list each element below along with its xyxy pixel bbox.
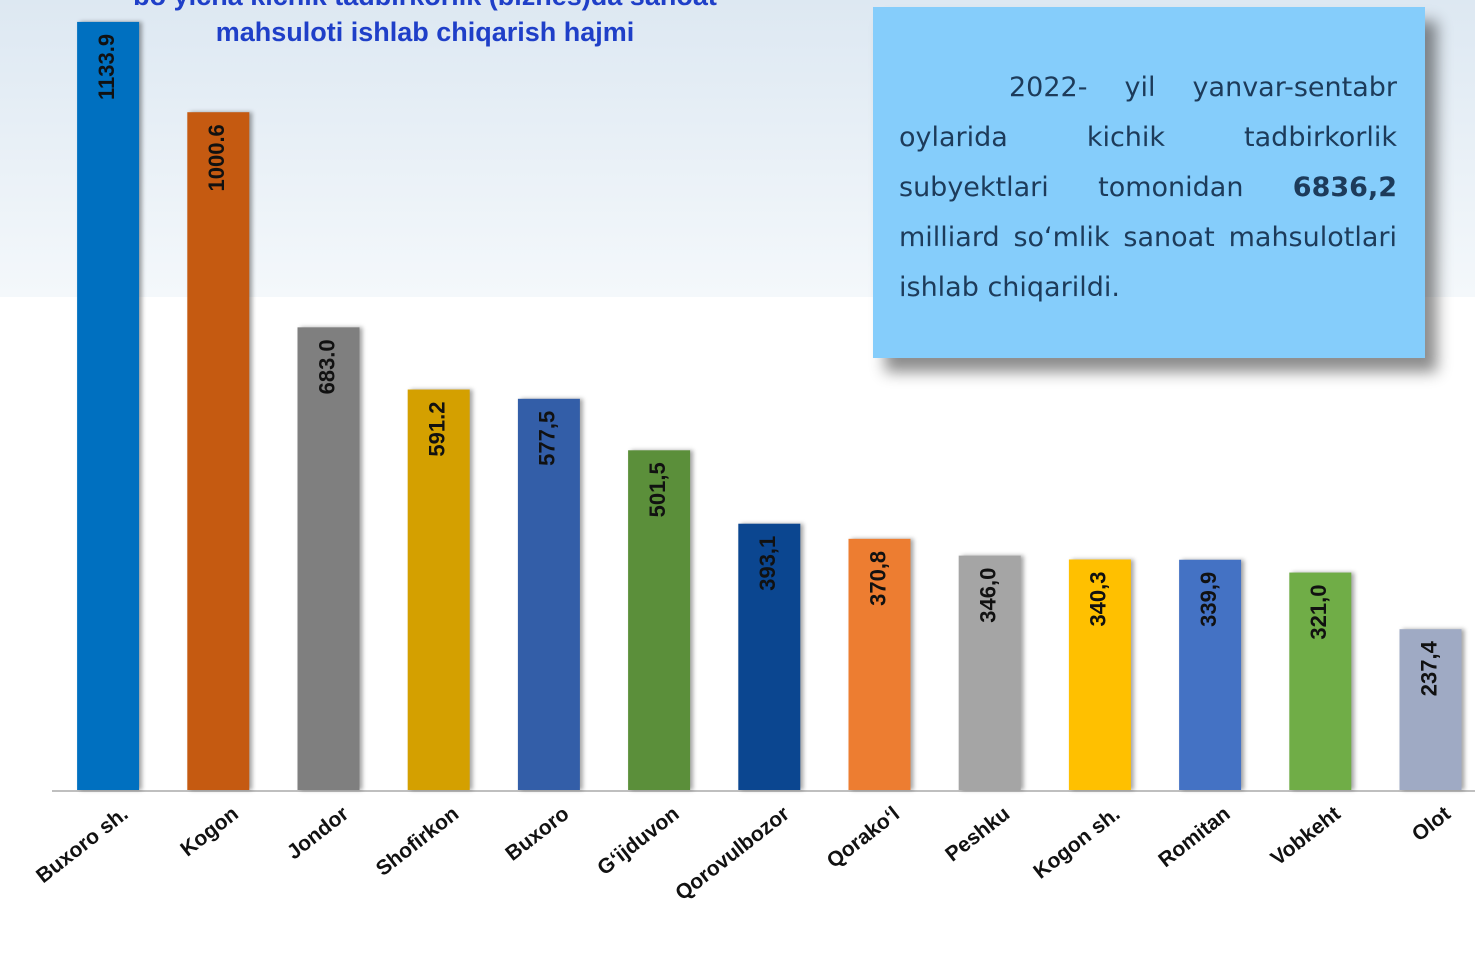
annotation: 2022- yil yanvar-sentabr oylarida kichik…: [873, 7, 1425, 358]
x-tick-label: Kogon: [176, 802, 243, 861]
annotation-text: 2022- yil yanvar-sentabr oylarida kichik…: [899, 72, 1397, 203]
bar: [1289, 572, 1352, 790]
x-tick-label: Shofirkon: [372, 802, 463, 880]
bar: [517, 398, 580, 790]
x-tick-label: Romitan: [1154, 802, 1234, 872]
x-tick-label: Kogon sh.: [1029, 802, 1124, 883]
x-tick-label: Qorako‘l: [823, 802, 904, 873]
x-tick-label: Buxoro: [501, 802, 573, 865]
x-tick-label: Peshku: [941, 802, 1014, 866]
value-label: 339,9: [1196, 572, 1221, 627]
bar: [297, 327, 360, 790]
x-tick-label: Vobkeht: [1267, 802, 1345, 870]
value-label: 237,4: [1416, 640, 1441, 696]
annotation-text: milliard so‘mlik sanoat mahsulotlari ish…: [899, 222, 1397, 303]
bar: [407, 389, 470, 790]
chart-title: mahsuloti ishlab chiqarish hajmi: [216, 17, 635, 47]
value-label: 393,1: [755, 536, 780, 591]
bar: [77, 21, 140, 790]
value-label: 1133.9: [94, 34, 119, 100]
value-label: 370,8: [865, 551, 890, 606]
value-label: 1000.6: [204, 124, 229, 191]
bar: [738, 523, 801, 790]
bar: [1179, 559, 1242, 790]
value-label: 501,5: [645, 462, 670, 517]
x-tick-label: Jondor: [283, 802, 353, 864]
x-tick-label: Olot: [1408, 802, 1455, 846]
bar: [1399, 629, 1462, 790]
value-label: 346,0: [976, 568, 1001, 623]
bar: [1068, 559, 1131, 790]
value-label: 591.2: [425, 402, 450, 457]
bar: [848, 538, 911, 790]
x-tick-label: G‘ijduvon: [593, 802, 683, 880]
bar: [187, 112, 250, 790]
chart-title: bo‘yicha kichik tadbirkorlik (biznes)da …: [133, 0, 717, 11]
bar: [628, 450, 691, 790]
x-tick-label: Qorovulbozor: [671, 802, 794, 905]
value-label: 340,3: [1086, 571, 1111, 626]
value-label: 683.0: [314, 339, 339, 394]
value-label: 577,5: [535, 411, 560, 466]
x-tick-label: Buxoro sh.: [32, 802, 133, 888]
value-label: 321,0: [1306, 585, 1331, 640]
bar: [958, 555, 1021, 790]
annotation-highlight: 6836,2: [1292, 172, 1397, 203]
